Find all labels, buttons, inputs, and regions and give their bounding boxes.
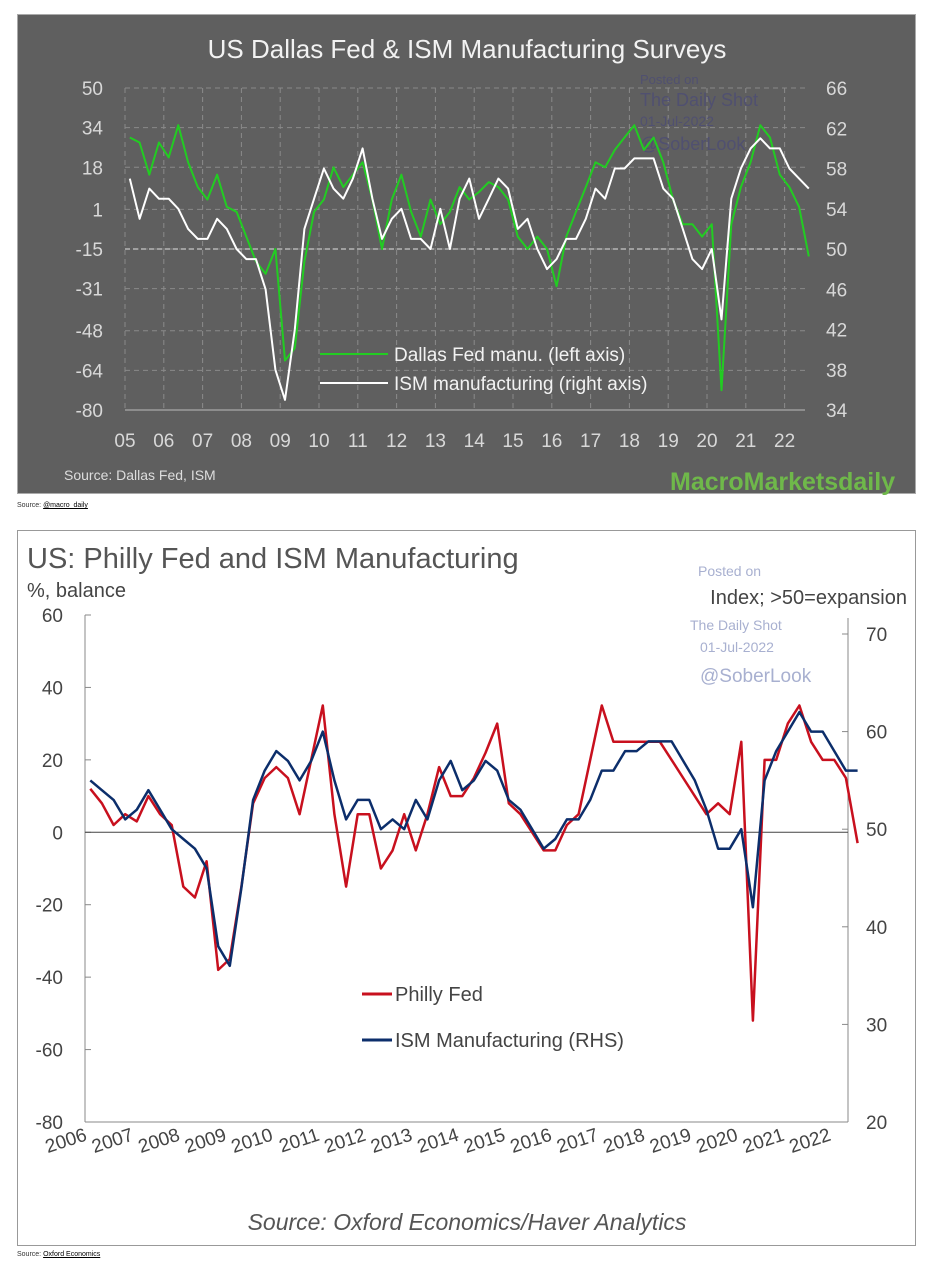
x-tick-label: 08 [231,431,252,452]
x-tick-label: 14 [464,431,486,452]
x-tick-label: 2015 [461,1125,508,1158]
legend-label: Philly Fed [395,984,483,1006]
macro-daily-link[interactable]: @macro_daily [43,502,88,509]
y-left-tick-label: 40 [42,678,63,699]
y-left-tick-label: -20 [36,896,63,917]
legend-label: ISM manufacturing (right axis) [394,374,647,395]
x-tick-label: 12 [386,431,407,452]
x-tick-label: 17 [580,431,601,452]
watermark-text: @SoberLook [700,666,812,687]
watermark-text: Posted on [698,563,761,579]
y-left-tick-label: -80 [76,401,103,422]
x-tick-label: 19 [658,431,679,452]
x-tick-label: 2016 [508,1125,555,1158]
y-right-tick-label: 50 [826,240,847,261]
y-left-tick-label: -31 [76,280,103,301]
x-tick-label: 2014 [415,1125,462,1158]
x-tick-label: 21 [735,431,756,452]
caption-prefix: Source: [17,1251,44,1258]
y-left-tick-label: 20 [42,751,63,772]
y-left-label: %, balance [27,580,126,602]
x-tick-label: 09 [270,431,291,452]
y-right-tick-label: 58 [826,160,847,181]
top-caption: Source: @macro_daily [17,502,88,509]
chart-title: US: Philly Fed and ISM Manufacturing [27,543,519,575]
series-line-ism [89,710,858,968]
y-right-tick-label: 70 [866,625,887,646]
x-tick-label: 2022 [787,1125,834,1158]
oxford-economics-link[interactable]: Oxford Economics [43,1251,101,1258]
watermark-text: 01-Jul-2022 [640,113,714,129]
source-note: Source: Dallas Fed, ISM [64,467,216,483]
chart-title: US Dallas Fed & ISM Manufacturing Survey… [208,34,727,64]
x-tick-label: 07 [192,431,213,452]
x-tick-label: 2008 [136,1125,183,1158]
y-right-tick-label: 42 [826,321,847,342]
watermark-text: Posted on [640,72,699,87]
y-right-tick-label: 50 [866,820,887,841]
y-right-tick-label: 40 [866,918,887,939]
y-right-tick-label: 46 [826,280,847,301]
x-tick-label: 2020 [694,1125,741,1158]
x-tick-label: 11 [348,431,368,452]
x-tick-label: 2018 [601,1125,648,1158]
legend-label: ISM Manufacturing (RHS) [395,1030,624,1052]
y-right-tick-label: 60 [866,723,887,744]
y-left-tick-label: 50 [82,79,103,100]
y-right-label: Index; >50=expansion [710,587,907,609]
x-tick-label: 13 [425,431,446,452]
x-tick-label: 15 [502,431,523,452]
x-tick-label: 10 [308,431,329,452]
y-right-tick-label: 30 [866,1015,887,1036]
x-tick-label: 2019 [647,1125,694,1158]
y-right-tick-label: 20 [866,1113,887,1134]
y-right-tick-label: 66 [826,79,847,100]
y-left-tick-label: -80 [36,1113,63,1134]
x-tick-label: 2017 [554,1125,601,1158]
series-line-ism [128,137,810,401]
y-left-tick-label: 0 [52,823,63,844]
y-right-tick-label: 54 [826,200,848,221]
watermark-text: @SoberLook [640,134,746,154]
macromarkets-logo: MacroMarketsdaily [670,468,895,496]
x-tick-label: 16 [541,431,562,452]
x-tick-label: 20 [696,431,717,452]
y-left-tick-label: 34 [82,119,104,140]
watermark-text: The Daily Shot [640,90,758,110]
y-right-tick-label: 38 [826,361,847,382]
y-left-tick-label: -40 [36,968,63,989]
x-tick-label: 2013 [368,1125,415,1158]
x-tick-label: 2010 [229,1125,276,1158]
philly-fed-chart-panel [17,530,916,1246]
bottom-caption: Source: Oxford Economics [17,1251,100,1258]
x-tick-label: 2011 [277,1125,322,1158]
x-tick-label: 2007 [89,1125,136,1158]
x-tick-label: 18 [619,431,640,452]
watermark-text: The Daily Shot [690,617,782,633]
y-left-tick-label: 1 [92,200,103,221]
series-line-philly-fed [89,704,859,1022]
y-left-tick-label: -60 [36,1041,63,1062]
y-left-tick-label: -64 [76,361,104,382]
y-left-tick-label: 18 [82,158,103,179]
watermark-text: 01-Jul-2022 [700,639,774,655]
source-note: Source: Oxford Economics/Haver Analytics [248,1209,687,1235]
y-left-tick-label: -48 [76,322,103,343]
dallas-fed-chart-panel [17,14,916,494]
legend-label: Dallas Fed manu. (left axis) [394,345,625,366]
caption-prefix: Source: [17,502,44,509]
y-right-tick-label: 62 [826,119,847,140]
x-tick-label: 2021 [740,1125,787,1158]
y-right-tick-label: 34 [826,401,848,422]
x-tick-label: 2012 [322,1125,369,1158]
x-tick-label: 05 [114,431,135,452]
y-left-tick-label: 60 [42,606,63,627]
x-tick-label: 22 [774,431,795,452]
y-left-tick-label: -15 [76,240,103,261]
x-tick-label: 06 [153,431,174,452]
series-line-dallas-fed [129,124,810,392]
x-tick-label: 2009 [182,1125,229,1158]
